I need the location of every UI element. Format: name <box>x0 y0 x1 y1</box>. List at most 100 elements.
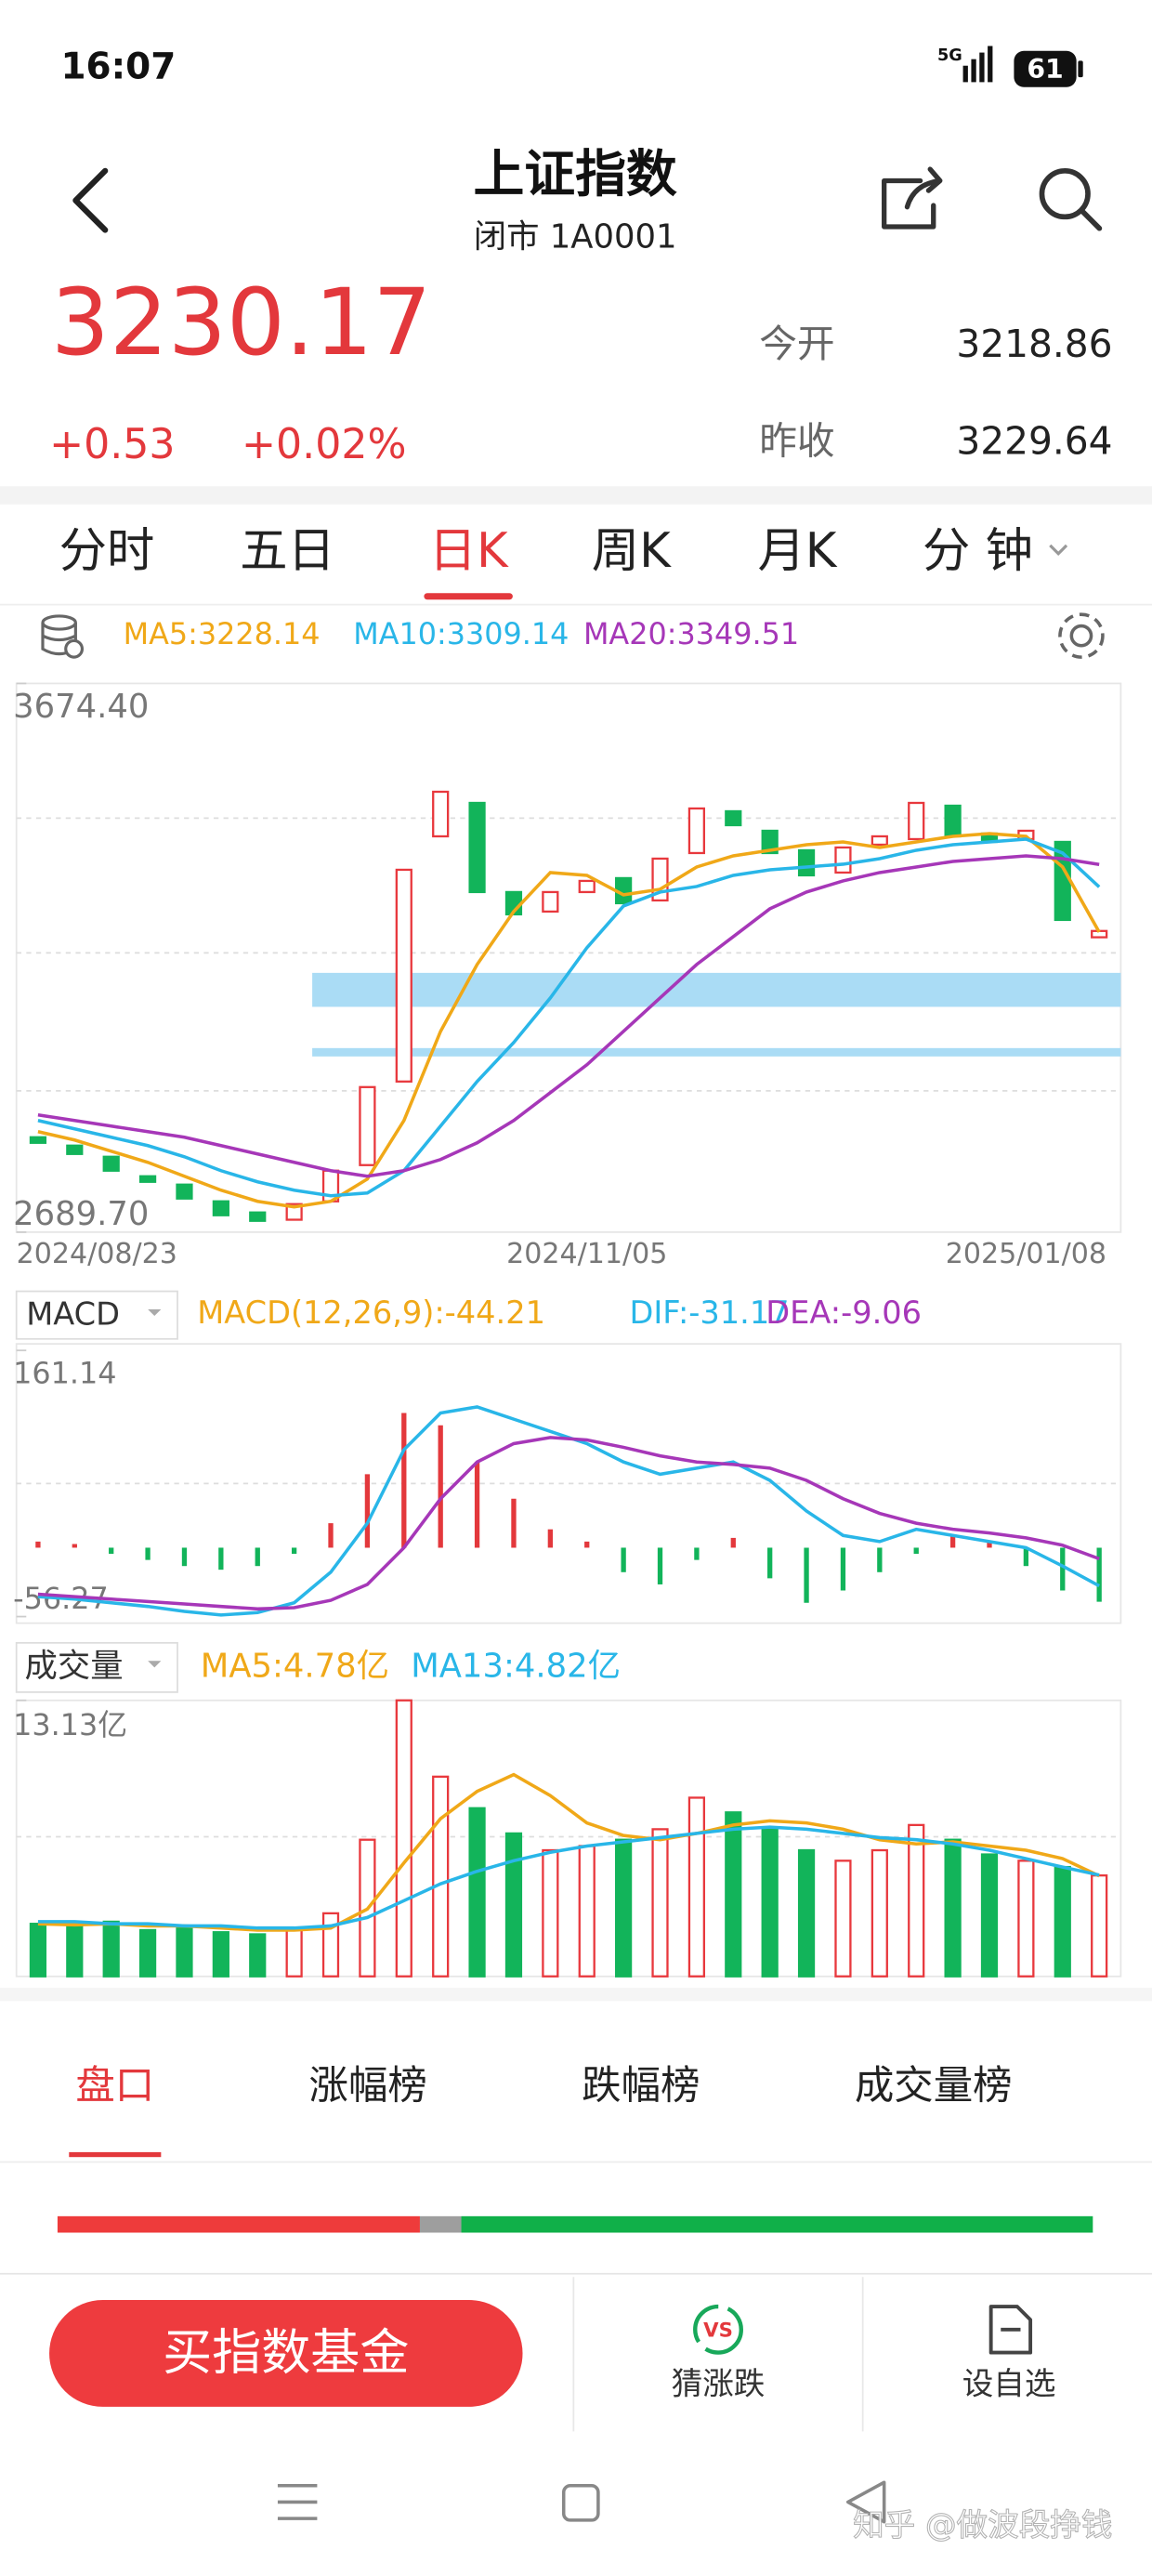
y-tick-label: 3674.40 <box>13 688 149 726</box>
section-divider <box>0 486 1152 505</box>
watchlist-button[interactable]: 设自选 <box>962 2305 1056 2401</box>
bottom-tab[interactable]: 成交量榜 <box>855 2063 1013 2109</box>
ma-line <box>37 854 1100 1178</box>
period-tab[interactable]: 月K <box>757 523 837 579</box>
candle <box>687 807 706 855</box>
volume-bar <box>66 1925 84 1978</box>
charts: 3674.40 2689.70 2024/08/23 2024/11/05 2025/0… <box>13 616 1121 1978</box>
breadth-segment <box>57 2215 420 2233</box>
support-zone <box>312 1047 1121 1057</box>
macd-line <box>37 1436 1100 1611</box>
guess-button[interactable]: VS 猜涨跌 <box>672 2304 766 2401</box>
volume-bar <box>432 1775 450 1978</box>
bottom-tab[interactable]: 盘口 <box>75 2063 154 2109</box>
page-title: 上证指数 <box>473 144 676 204</box>
breadth-bar <box>57 2215 1093 2233</box>
volume-bar <box>176 1926 193 1978</box>
page-subtitle: 闭市 1A0001 <box>474 217 677 256</box>
x-tick-label: 2024/08/23 <box>17 1238 177 1270</box>
volume-bar <box>29 1923 47 1978</box>
bottom-tab-indicator <box>69 2151 162 2158</box>
open-value: 3218.86 <box>956 322 1112 366</box>
candle <box>834 846 852 874</box>
volume-bar <box>651 1828 669 1978</box>
candle <box>908 801 925 841</box>
buy-fund-button[interactable] <box>49 2300 523 2407</box>
y-tick-label: 2689.70 <box>13 1195 149 1233</box>
support-zone <box>312 972 1121 1007</box>
volume-bar <box>395 1699 412 1978</box>
candle <box>432 790 450 838</box>
candle <box>944 804 962 838</box>
candle <box>176 1183 193 1200</box>
candle <box>285 1203 303 1221</box>
volume-bar <box>102 1920 120 1978</box>
period-tabs: 分时 五日 日K 周K 月K 分 钟 <box>59 523 1033 600</box>
volume-bar <box>615 1838 633 1978</box>
volume-bar <box>1054 1865 1071 1978</box>
panel-selector-label[interactable]: MACD <box>26 1296 120 1333</box>
nav-menu[interactable] <box>277 2484 318 2520</box>
period-tab[interactable]: 五日 <box>240 523 335 579</box>
candle <box>871 835 888 847</box>
candle <box>249 1211 267 1222</box>
volume-bar <box>908 1823 925 1978</box>
volume-ma-line <box>37 1772 1100 1932</box>
period-tab[interactable]: 分 钟 <box>923 523 1033 579</box>
open-label: 今开 <box>759 322 834 366</box>
candle <box>66 1144 84 1155</box>
volume-bar <box>468 1807 486 1978</box>
prev-close-label: 昨收 <box>759 418 834 463</box>
nav-back[interactable] <box>845 2480 886 2524</box>
macd-selector[interactable] <box>15 1290 178 1340</box>
legend-entry: DIF:-31.17 <box>629 1295 789 1331</box>
volume-bar <box>797 1848 816 1978</box>
buy-fund-label: 买指数基金 <box>163 2324 409 2382</box>
legend-entry: MACD(12,26,9):-44.21 <box>197 1295 545 1331</box>
period-tab[interactable]: 日K <box>429 523 509 579</box>
bottom-tab[interactable]: 涨幅榜 <box>309 2063 427 2109</box>
candle <box>468 801 486 894</box>
period-tab-indicator <box>424 593 513 600</box>
nav-home[interactable] <box>561 2483 600 2522</box>
candle <box>212 1200 229 1216</box>
indicator-db-icon[interactable] <box>41 614 85 659</box>
candle <box>542 890 559 913</box>
volume-bar <box>944 1838 962 1978</box>
watchlist-label: 设自选 <box>962 2365 1056 2401</box>
candle <box>102 1155 120 1172</box>
legend-entry: MA5:3228.14 <box>124 616 321 651</box>
bottom-tabs: 盘口 涨幅榜 跌幅榜 成交量榜 <box>69 2063 1013 2158</box>
battery-level: 61 <box>1027 54 1063 85</box>
prev-close-value: 3229.64 <box>956 418 1112 463</box>
minute-dropdown-arrow <box>1049 544 1068 557</box>
candle <box>138 1175 157 1183</box>
legend-entry: MA10:3309.14 <box>353 616 569 651</box>
breadth-segment <box>419 2215 462 2233</box>
bottom-tab[interactable]: 跌幅榜 <box>582 2063 700 2109</box>
search-button[interactable] <box>1039 168 1103 231</box>
battery-tip <box>1078 60 1083 78</box>
kline-panel <box>15 682 1122 1233</box>
legend-entry: MA5:4.78亿 <box>201 1647 389 1685</box>
volume-bar <box>761 1828 779 1978</box>
period-tab[interactable]: 分时 <box>59 523 155 579</box>
volume-bar <box>834 1860 852 1978</box>
period-tab[interactable]: 周K <box>592 523 672 579</box>
ma-line <box>37 832 1101 1209</box>
back-button[interactable] <box>72 167 109 233</box>
status-time: 16:07 <box>60 46 176 88</box>
panel-selector-label[interactable]: 成交量 <box>25 1647 124 1685</box>
share-button[interactable] <box>882 166 943 230</box>
volume-selector[interactable] <box>15 1641 178 1693</box>
guess-label: 猜涨跌 <box>672 2365 766 2401</box>
candle <box>359 1085 376 1166</box>
legend-entry: MA13:4.82亿 <box>411 1647 621 1685</box>
volume-bar <box>871 1848 888 1978</box>
settings-button[interactable] <box>1058 612 1105 659</box>
status-network: 5G <box>937 46 962 65</box>
candle <box>725 809 742 827</box>
volume-bar <box>687 1796 706 1978</box>
legend-entry: MA20:3349.51 <box>583 616 799 651</box>
volume-bar <box>285 1926 303 1978</box>
